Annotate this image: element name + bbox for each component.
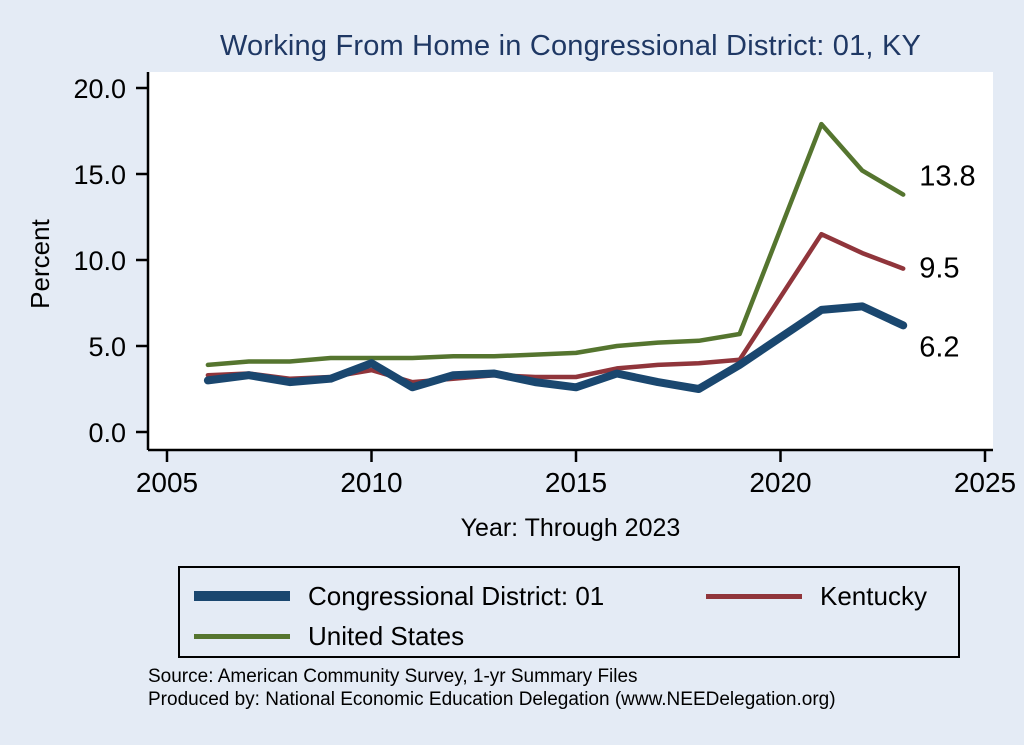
legend-label-us: United States [308, 620, 465, 651]
series-end-labels: 6.2 9.5 13.8 [919, 161, 975, 364]
legend-item-us: United States [194, 620, 464, 652]
end-label-green: 13.8 [919, 161, 975, 193]
end-label-navy: 6.2 [919, 331, 959, 363]
legend: Congressional District: 01 Kentucky Unit… [178, 566, 960, 658]
legend-label-district: Congressional District: 01 [308, 580, 605, 611]
x-tick-label: 2005 [136, 467, 198, 498]
legend-item-district: Congressional District: 01 [194, 580, 604, 612]
y-tick-label: 15.0 [73, 160, 126, 190]
legend-label-kentucky: Kentucky [820, 580, 927, 611]
x-tick-label: 2025 [954, 467, 1016, 498]
axis-ticks: 0.0 5.0 10.0 15.0 20.0 2005 2010 2015 2020 2025 [73, 74, 1016, 498]
chart-title: Working From Home in Congressional Distr… [219, 30, 922, 62]
legend-swatch-us [194, 633, 290, 639]
plot-area [148, 72, 993, 450]
y-tick-label: 5.0 [88, 332, 126, 362]
legend-swatch-kentucky [706, 593, 802, 599]
x-tick-label: 2010 [340, 467, 402, 498]
y-tick-label: 0.0 [88, 418, 126, 448]
x-axis-title: Year: Through 2023 [460, 514, 681, 542]
series-line-navy [203, 302, 908, 393]
y-tick-label: 10.0 [73, 246, 126, 276]
y-tick-label: 20.0 [73, 74, 126, 104]
source-text: Source: American Community Survey, 1-yr … [148, 666, 638, 687]
legend-swatch-district [194, 591, 290, 601]
legend-item-kentucky: Kentucky [706, 580, 927, 612]
series-line-green [205, 121, 906, 368]
x-tick-label: 2020 [749, 467, 811, 498]
producer-text: Produced by: National Economic Education… [148, 689, 836, 710]
series-lines [203, 121, 908, 393]
end-label-maroon: 9.5 [919, 253, 959, 285]
x-tick-label: 2015 [545, 467, 607, 498]
